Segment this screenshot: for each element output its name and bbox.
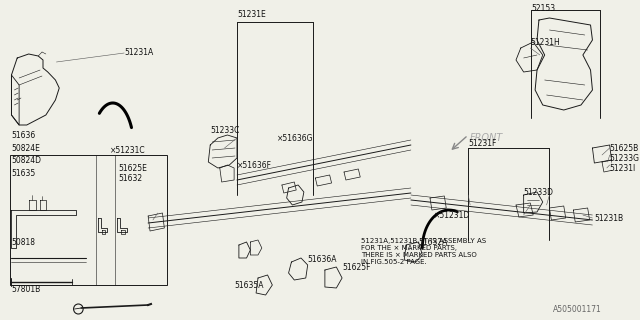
Text: 57801B: 57801B: [12, 285, 41, 294]
Text: 51233C: 51233C: [210, 125, 239, 134]
Text: 51625E: 51625E: [118, 164, 147, 172]
Bar: [10, 155, 167, 285]
Text: A505001171: A505001171: [553, 305, 602, 314]
Text: 51231E: 51231E: [237, 10, 266, 19]
Text: 51231A,51231B, IT IS ASSEMBLY AS
FOR THE × MARKED PARTS,
THERE IS × MARKED PARTS: 51231A,51231B, IT IS ASSEMBLY AS FOR THE…: [361, 238, 486, 265]
Text: 51632: 51632: [118, 173, 143, 182]
Text: 51636A: 51636A: [308, 255, 337, 265]
Text: 50818: 50818: [12, 237, 35, 246]
Text: ×51636G: ×51636G: [277, 133, 314, 142]
Text: 51231H: 51231H: [531, 37, 560, 46]
Text: 51231I: 51231I: [610, 164, 636, 172]
Text: ×51231C: ×51231C: [110, 146, 145, 155]
Text: 51233G: 51233G: [610, 154, 639, 163]
Text: FRONT: FRONT: [470, 133, 504, 143]
Text: 51625B: 51625B: [610, 143, 639, 153]
Text: 51625F: 51625F: [342, 263, 371, 273]
Text: 51632A: 51632A: [419, 237, 448, 246]
Text: 51635A: 51635A: [234, 281, 264, 290]
Text: ×51231D: ×51231D: [434, 211, 470, 220]
Text: 50824D: 50824D: [12, 156, 42, 164]
Text: 51233D: 51233D: [524, 188, 554, 196]
Text: 51635: 51635: [12, 169, 36, 178]
Text: ×51636F: ×51636F: [237, 161, 272, 170]
Text: 51231F: 51231F: [468, 139, 497, 148]
Text: 51231A: 51231A: [124, 47, 154, 57]
Text: 51636: 51636: [12, 131, 36, 140]
Text: 52153: 52153: [531, 4, 556, 12]
Text: 51231B: 51231B: [595, 213, 623, 222]
Text: 50824E: 50824E: [12, 143, 40, 153]
